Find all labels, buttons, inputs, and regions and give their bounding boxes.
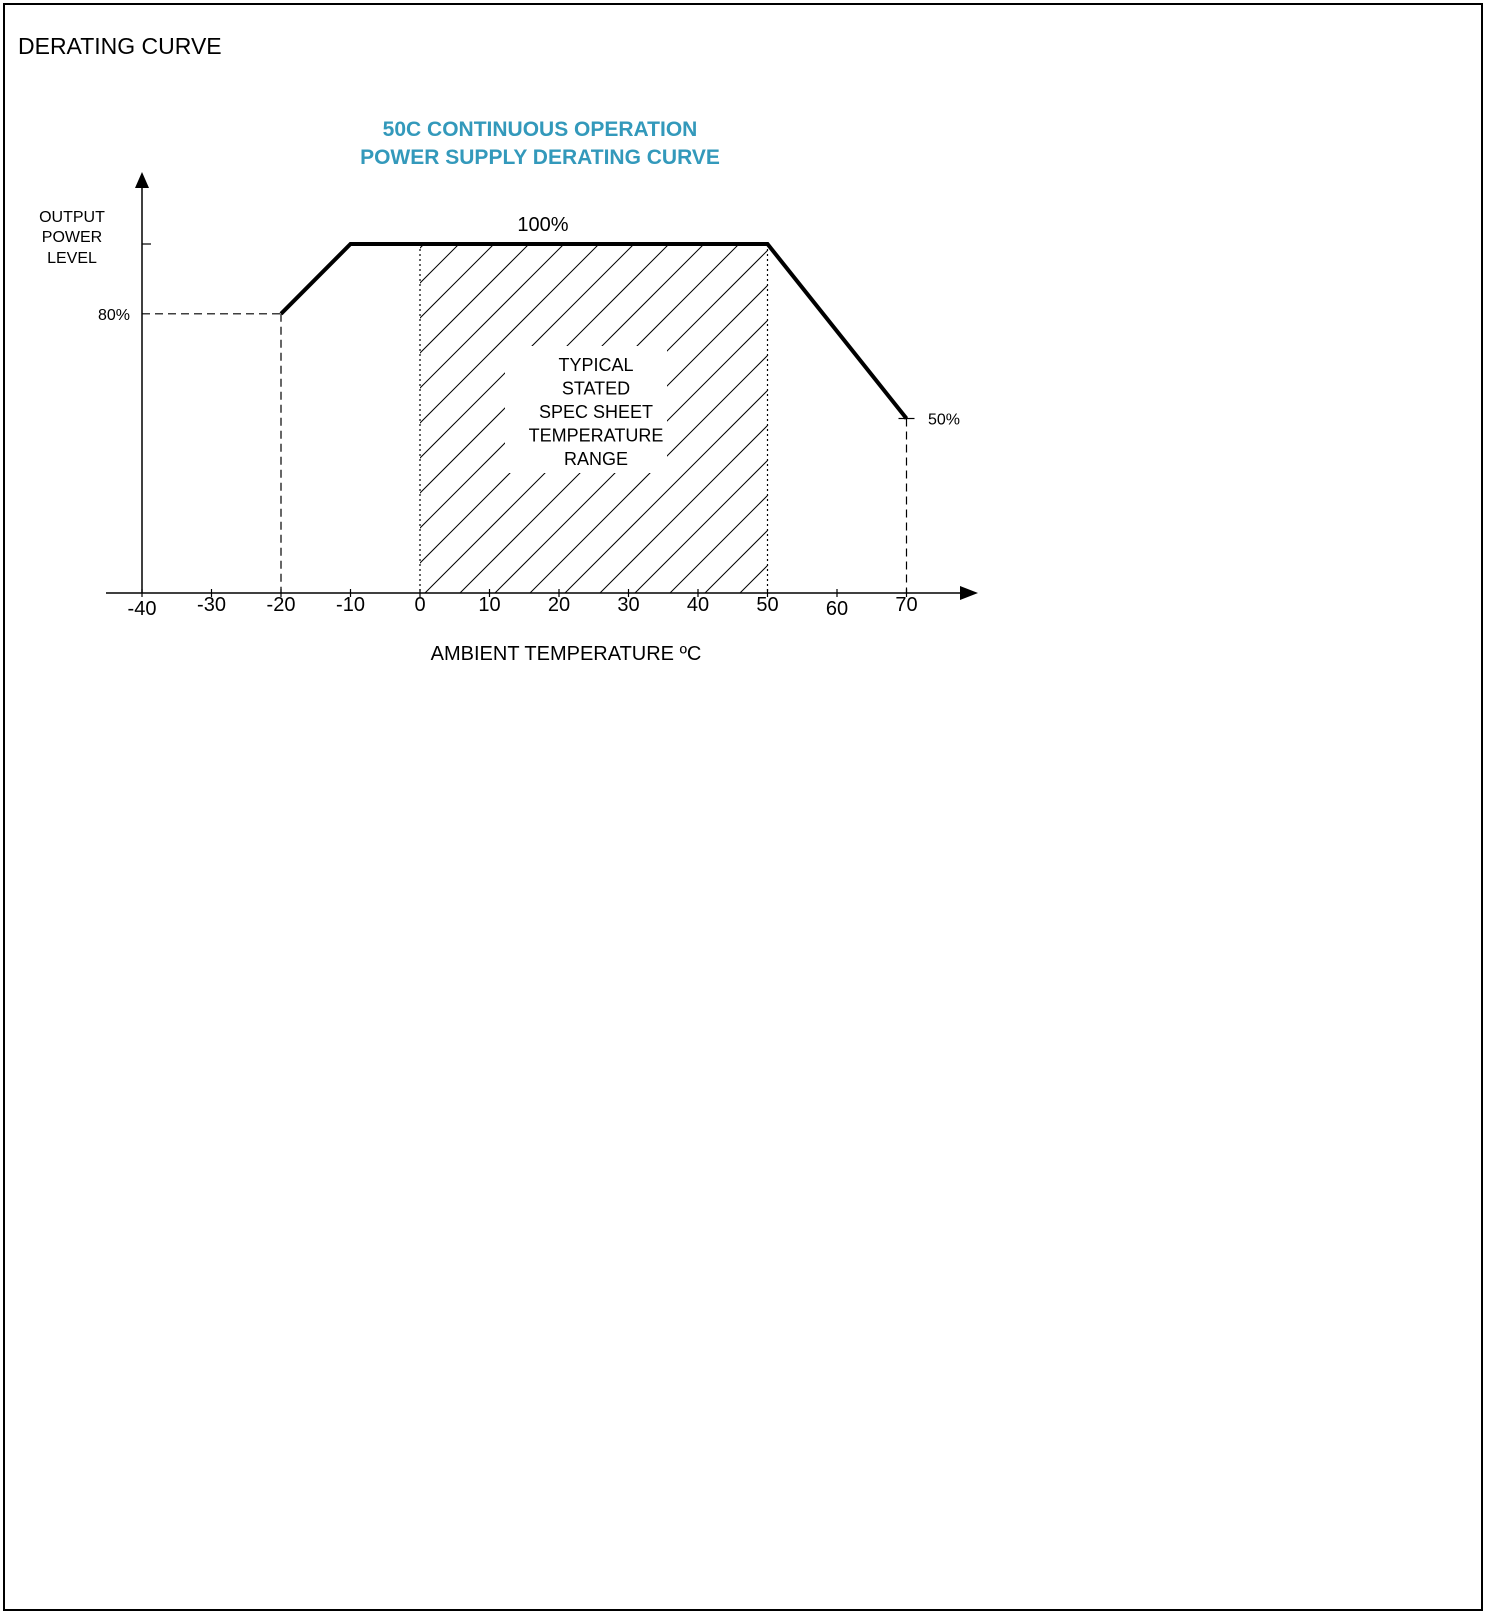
x-tick-label: 10	[478, 594, 500, 616]
hatch-line	[634, 459, 768, 593]
chart-title-line-1: 50C CONTINUOUS OPERATION	[383, 118, 698, 141]
hatch-line	[704, 529, 768, 593]
x-tick-label: 30	[617, 594, 639, 616]
label-50-percent: 50%	[928, 412, 960, 429]
hatch-pattern	[40, 244, 768, 593]
hatch-line	[564, 389, 768, 593]
x-tick-label: -30	[197, 594, 226, 616]
chart-title-line-2: POWER SUPPLY DERATING CURVE	[360, 146, 720, 169]
hatch-line	[420, 244, 600, 424]
x-tick-label: 0	[414, 594, 425, 616]
y-axis-label-line-2: POWER	[42, 229, 102, 246]
x-tick-label: 20	[548, 594, 570, 616]
label-100-percent: 100%	[517, 214, 568, 236]
y-axis-label-line-3: LEVEL	[47, 250, 97, 267]
label-80-percent: 80%	[98, 307, 130, 324]
region-text-line: STATED	[562, 379, 630, 399]
hatch-line	[40, 244, 389, 593]
hatch-line	[669, 494, 768, 593]
hatch-line	[529, 354, 768, 593]
x-axis-label: AMBIENT TEMPERATURE ºC	[431, 643, 702, 665]
y-axis-label-line-1: OUTPUT	[39, 209, 105, 226]
y-axis-arrow	[135, 172, 149, 188]
page-frame	[3, 3, 1483, 1611]
x-tick-label: -10	[336, 594, 365, 616]
hatch-line	[599, 424, 768, 593]
hatch-line	[420, 244, 565, 389]
hatch-line	[494, 319, 768, 593]
hatch-line	[420, 244, 635, 459]
x-axis-arrow	[960, 586, 978, 600]
region-text-line: TEMPERATURE	[529, 426, 664, 446]
hatch-line	[420, 244, 670, 494]
region-text-line: RANGE	[564, 449, 628, 469]
hatch-line	[420, 244, 495, 319]
hatch-line	[420, 244, 460, 284]
x-tick-label: 40	[687, 594, 709, 616]
region-text-background	[505, 346, 667, 473]
x-tick-label: 70	[895, 594, 917, 616]
derating-curve	[279, 242, 909, 420]
section-heading: DERATING CURVE	[18, 33, 222, 59]
x-tick-label: 60	[826, 598, 848, 620]
x-tick-label: -40	[128, 598, 157, 620]
x-tick-label: -20	[267, 594, 296, 616]
region-text-line: SPEC SHEET	[539, 402, 653, 422]
region-text-line: TYPICAL	[558, 355, 633, 375]
hatch-line	[420, 244, 530, 354]
hatch-line	[420, 244, 425, 249]
x-tick-label: 50	[756, 594, 778, 616]
